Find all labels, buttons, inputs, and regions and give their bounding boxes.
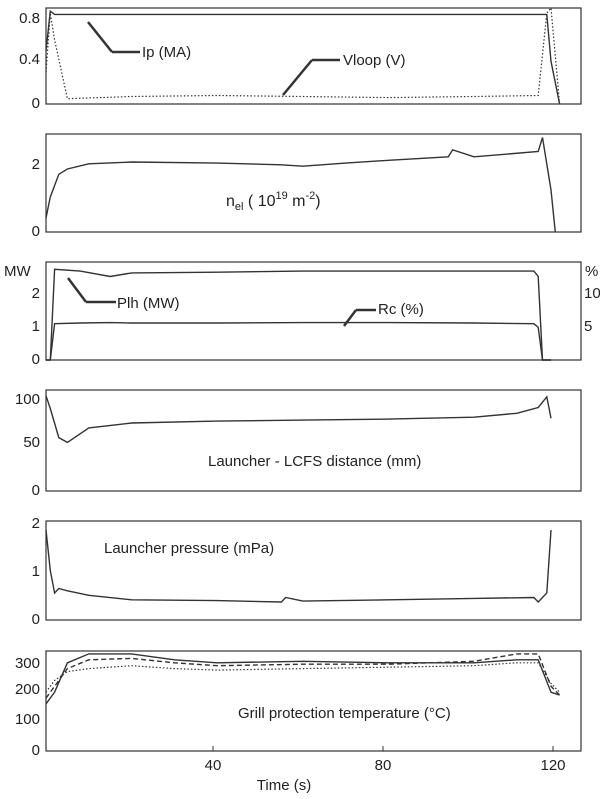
leader-line bbox=[67, 277, 87, 303]
ytick-label: 0 bbox=[32, 95, 40, 112]
series-line bbox=[45, 395, 552, 444]
ytick-label: 2 bbox=[32, 156, 40, 173]
panel-lh-power: MW % 2 1 0 10 5 Plh (MW) Rc (%) bbox=[4, 261, 600, 368]
panel-frame bbox=[45, 133, 582, 233]
ytick-label: 100 bbox=[15, 711, 40, 728]
ytick-label: 1 bbox=[32, 563, 40, 580]
annotation-plh: Plh (MW) bbox=[117, 295, 180, 312]
leader-line bbox=[282, 59, 313, 96]
launcher-pressure-label: Launcher pressure (mPa) bbox=[104, 540, 274, 557]
panel-frame bbox=[45, 389, 582, 492]
ytick-label: 1 bbox=[32, 318, 40, 335]
ytick-label: 0 bbox=[32, 223, 40, 240]
series-line bbox=[45, 137, 556, 233]
panel-grill-temperature: 300 200 100 0 Grill protection temperatu… bbox=[15, 650, 582, 794]
panel-frame bbox=[45, 650, 582, 752]
series-line bbox=[45, 653, 561, 699]
series-line bbox=[46, 321, 551, 361]
ytick-label: 300 bbox=[15, 655, 40, 672]
xtick-label: 120 bbox=[540, 757, 565, 774]
annotation-ip: Ip (MA) bbox=[142, 44, 191, 61]
panel-launcher-pressure: 2 1 0 Launcher pressure (mPa) bbox=[32, 515, 582, 628]
leader-line bbox=[87, 21, 113, 53]
ytick-label: 0.8 bbox=[19, 10, 40, 27]
x-axis-label: Time (s) bbox=[257, 777, 311, 794]
ytick-label: 0 bbox=[32, 611, 40, 628]
density-label: nel ( 1019 m-2) bbox=[226, 190, 321, 213]
xtick-label: 80 bbox=[375, 757, 392, 774]
panel-lcfs-distance: 100 50 0 Launcher - LCFS distance (mm) bbox=[15, 389, 582, 499]
panel-density: 2 0 nel ( 1019 m-2) bbox=[32, 133, 582, 240]
ytick-label: 100 bbox=[15, 391, 40, 408]
series-line bbox=[45, 529, 552, 604]
ytick-label: 0.4 bbox=[19, 51, 40, 68]
series-line bbox=[45, 6, 561, 105]
series-line bbox=[45, 9, 561, 105]
panel-frame bbox=[45, 261, 582, 361]
annotation-vloop: Vloop (V) bbox=[343, 52, 406, 69]
panel-ip-vloop: 0.8 0.4 0 Ip (MA) Vloop (V) bbox=[19, 6, 582, 112]
ytick-label: 0 bbox=[32, 482, 40, 499]
ytick-label: 200 bbox=[15, 681, 40, 698]
xtick-label: 40 bbox=[205, 757, 222, 774]
series-line bbox=[45, 653, 560, 705]
y2-unit-label: % bbox=[585, 263, 598, 280]
ytick-label: 2 bbox=[32, 285, 40, 302]
leader-line bbox=[343, 309, 357, 327]
series-line bbox=[45, 662, 561, 693]
y-unit-label: MW bbox=[4, 263, 31, 280]
ytick-label: 2 bbox=[32, 515, 40, 532]
series-line bbox=[46, 268, 551, 361]
ytick-label: 0 bbox=[32, 351, 40, 368]
panel-frame bbox=[45, 520, 582, 621]
grill-temperature-label: Grill protection temperature (°C) bbox=[238, 705, 451, 722]
annotation-rc: Rc (%) bbox=[378, 301, 424, 318]
y2tick-label: 5 bbox=[584, 318, 592, 335]
ytick-label: 0 bbox=[32, 742, 40, 759]
y2tick-label: 10 bbox=[584, 285, 600, 302]
panel-frame bbox=[45, 7, 582, 105]
ytick-label: 50 bbox=[23, 434, 40, 451]
lcfs-distance-label: Launcher - LCFS distance (mm) bbox=[208, 453, 421, 470]
